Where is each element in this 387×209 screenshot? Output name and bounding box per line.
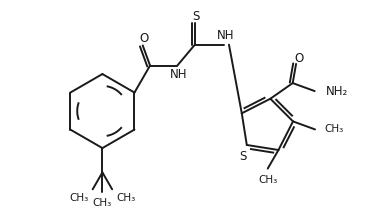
Text: S: S xyxy=(192,10,200,23)
Text: O: O xyxy=(295,52,304,65)
Text: S: S xyxy=(239,150,247,163)
Text: CH₃: CH₃ xyxy=(116,193,135,203)
Text: NH: NH xyxy=(170,68,187,81)
Text: CH₃: CH₃ xyxy=(93,198,112,208)
Text: CH₃: CH₃ xyxy=(325,124,344,134)
Text: CH₃: CH₃ xyxy=(258,175,277,185)
Text: CH₃: CH₃ xyxy=(69,193,89,203)
Text: O: O xyxy=(139,32,148,45)
Text: NH: NH xyxy=(217,29,235,42)
Text: NH₂: NH₂ xyxy=(325,85,348,98)
